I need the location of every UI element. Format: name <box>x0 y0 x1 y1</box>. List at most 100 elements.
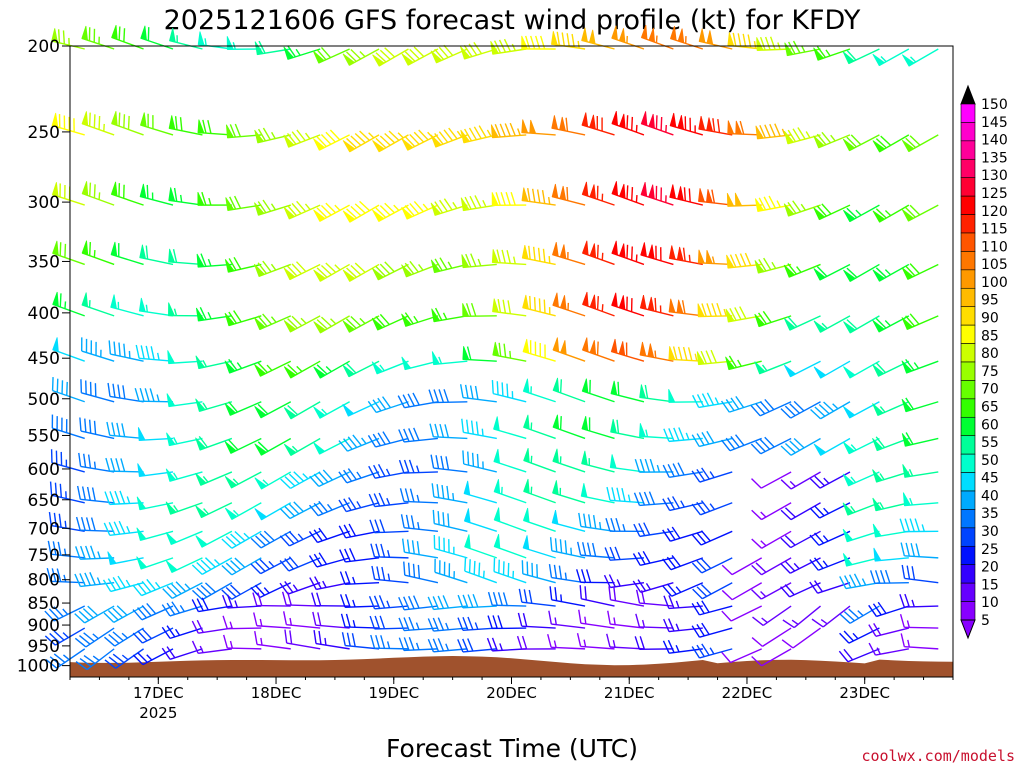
wind-barb <box>668 346 703 362</box>
wind-barb <box>668 298 703 317</box>
colorbar-legend: 1501451401351301251201151101051009590858… <box>960 84 1008 640</box>
y-tick-label: 450 <box>28 349 60 369</box>
wind-barb <box>339 548 380 563</box>
wind-barb <box>547 634 586 650</box>
wind-barb <box>312 46 350 64</box>
wind-barb <box>51 414 85 440</box>
y-tick-label: 350 <box>28 252 60 272</box>
colorbar-segment <box>960 195 976 215</box>
wind-barb <box>578 512 615 532</box>
wind-barb <box>224 437 262 454</box>
wind-barb <box>254 630 291 650</box>
wind-barb <box>811 605 851 628</box>
wind-barb <box>132 578 174 597</box>
wind-barb <box>698 116 733 136</box>
wind-barb <box>370 543 409 559</box>
wind-barb <box>461 253 497 269</box>
wind-barb <box>279 530 321 547</box>
wind-barb <box>313 401 350 419</box>
wind-barb <box>611 25 645 50</box>
wind-barb <box>691 600 733 616</box>
wind-barb <box>75 648 115 671</box>
wind-barb <box>137 427 174 442</box>
wind-barb <box>341 632 380 650</box>
colorbar-segment <box>960 232 976 252</box>
wind-barb <box>872 469 910 483</box>
wind-barb <box>430 454 468 473</box>
y-tick-label: 850 <box>28 594 60 614</box>
wind-barb <box>581 181 615 206</box>
wind-barb <box>403 561 439 584</box>
wind-barbs <box>44 25 939 671</box>
y-tick-label: 700 <box>28 519 60 539</box>
wind-barb <box>901 48 939 67</box>
wind-barb <box>431 483 468 504</box>
colorbar-tick-label: 25 <box>981 542 999 558</box>
colorbar-segment <box>960 582 976 602</box>
wind-barb <box>578 609 615 629</box>
wind-barb <box>51 377 85 403</box>
wind-barb <box>551 183 586 206</box>
x-tick-label: 19DEC <box>368 684 419 702</box>
wind-barb <box>169 27 203 50</box>
colorbar-segment <box>960 380 976 400</box>
wind-barb <box>872 134 910 153</box>
wind-barb <box>135 344 174 362</box>
wind-barb <box>222 615 262 630</box>
wind-barb <box>491 191 527 207</box>
wind-barb <box>901 204 939 222</box>
wind-barb <box>398 427 438 443</box>
wind-barb <box>493 479 527 504</box>
wind-barb <box>523 414 556 440</box>
wind-barb <box>780 437 821 456</box>
wind-barb <box>872 204 910 223</box>
colorbar-tick-label: 105 <box>981 257 1008 273</box>
wind-barb <box>492 341 527 362</box>
wind-barb <box>401 312 439 327</box>
wind-barb <box>139 183 174 206</box>
wind-barb <box>516 635 556 650</box>
wind-barb <box>662 639 703 654</box>
colorbar-tick-label: 45 <box>981 471 999 487</box>
colorbar-segment <box>960 453 976 473</box>
wind-barb <box>639 341 674 362</box>
wind-barb <box>691 392 733 409</box>
y-tick-label: 900 <box>28 616 60 636</box>
wind-barb <box>872 497 910 512</box>
wind-barb <box>611 292 645 317</box>
wind-barb <box>432 509 468 532</box>
colorbar-segment <box>960 490 976 510</box>
wind-barb <box>459 384 497 403</box>
wind-barb <box>309 469 350 487</box>
wind-barb <box>751 557 792 576</box>
wind-barb <box>727 120 762 136</box>
wind-barb <box>342 200 380 223</box>
wind-barb <box>136 556 174 570</box>
colorbar-tick-label: 15 <box>981 577 999 593</box>
wind-barb <box>74 572 115 588</box>
wind-barb <box>222 594 262 609</box>
wind-barb <box>107 382 144 403</box>
wind-barb <box>104 648 144 669</box>
y-tick-label: 500 <box>28 390 60 410</box>
wind-barb <box>813 203 851 221</box>
y-tick-label: 250 <box>28 123 60 143</box>
wind-barb <box>431 307 468 323</box>
wind-barb <box>868 642 909 656</box>
wind-barb <box>284 629 321 650</box>
wind-barb <box>309 576 350 591</box>
wind-barb <box>552 337 586 362</box>
wind-barb <box>427 595 468 611</box>
wind-barb <box>253 260 291 278</box>
wind-barb <box>522 378 556 403</box>
wind-barb <box>809 557 851 571</box>
wind-barb <box>900 542 939 559</box>
wind-barb <box>521 187 556 206</box>
wind-barb <box>283 261 321 281</box>
wind-barb <box>254 471 292 490</box>
wind-barb <box>783 315 821 331</box>
wind-barb <box>372 47 409 67</box>
wind-barb <box>869 569 909 585</box>
wind-barb <box>342 315 380 333</box>
